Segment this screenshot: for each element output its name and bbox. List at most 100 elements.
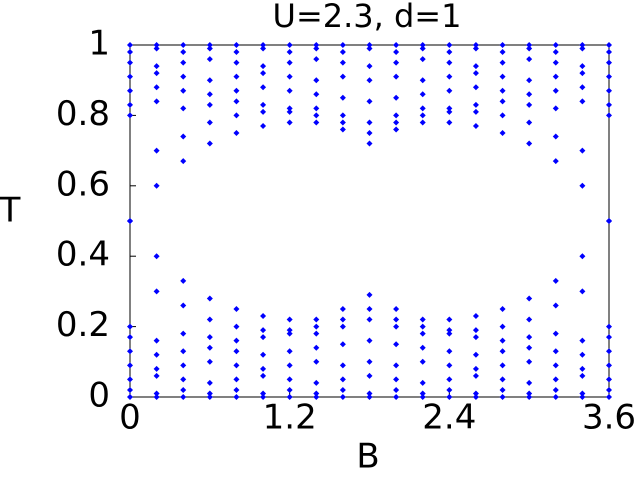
point <box>526 394 533 400</box>
point <box>393 341 400 348</box>
point <box>552 42 559 48</box>
point <box>313 45 320 52</box>
point <box>366 98 373 105</box>
point <box>499 98 506 105</box>
point <box>606 87 612 94</box>
point <box>472 122 479 129</box>
point <box>233 362 240 369</box>
point <box>339 376 346 383</box>
point <box>233 42 240 48</box>
point <box>499 337 506 344</box>
point <box>446 49 453 56</box>
point <box>419 56 426 63</box>
chart-title: U=2.3, d=1 <box>273 0 462 35</box>
point <box>180 133 187 140</box>
point <box>579 394 586 400</box>
point <box>446 362 453 369</box>
point <box>206 140 213 147</box>
point <box>127 376 133 383</box>
point <box>526 42 533 48</box>
point <box>526 140 533 147</box>
point <box>552 87 559 94</box>
point <box>606 49 612 56</box>
point <box>606 394 612 400</box>
point <box>499 362 506 369</box>
point <box>366 140 373 147</box>
point <box>180 277 187 284</box>
point <box>446 330 453 337</box>
point <box>472 108 479 115</box>
point <box>366 372 373 379</box>
point <box>366 42 373 48</box>
point <box>260 45 267 52</box>
point <box>419 330 426 337</box>
point <box>233 376 240 383</box>
point <box>552 302 559 309</box>
point <box>419 379 426 386</box>
point <box>313 56 320 63</box>
y-tick-label: 0 <box>88 376 110 416</box>
point <box>552 386 559 393</box>
point <box>127 42 133 48</box>
point <box>606 101 612 108</box>
point <box>233 73 240 80</box>
point <box>127 87 133 94</box>
point <box>286 108 293 115</box>
point <box>552 362 559 369</box>
point <box>446 376 453 383</box>
point <box>393 73 400 80</box>
point <box>526 101 533 108</box>
point <box>153 70 160 77</box>
point <box>526 390 533 397</box>
point <box>286 362 293 369</box>
point <box>526 334 533 341</box>
point <box>180 330 187 337</box>
point <box>260 327 267 334</box>
point <box>206 91 213 98</box>
point <box>180 87 187 94</box>
point <box>313 344 320 351</box>
point <box>233 394 240 400</box>
point <box>206 379 213 386</box>
point <box>286 316 293 323</box>
point <box>526 45 533 52</box>
point <box>472 70 479 77</box>
point <box>446 105 453 112</box>
point <box>180 386 187 393</box>
point <box>206 77 213 84</box>
point <box>206 358 213 365</box>
point <box>233 386 240 393</box>
point <box>127 334 133 341</box>
point <box>313 323 320 330</box>
point <box>180 42 187 48</box>
point <box>472 372 479 379</box>
point <box>153 337 160 344</box>
point <box>552 158 559 165</box>
point <box>127 386 133 393</box>
point <box>180 362 187 369</box>
point <box>579 63 586 70</box>
point <box>366 291 373 298</box>
point <box>260 122 267 129</box>
point <box>180 59 187 66</box>
point <box>153 42 160 48</box>
point <box>579 253 586 260</box>
point <box>313 379 320 386</box>
point <box>419 323 426 330</box>
point <box>472 334 479 341</box>
point <box>153 182 160 189</box>
point <box>286 330 293 337</box>
point <box>260 351 267 358</box>
point <box>526 56 533 63</box>
point <box>472 390 479 397</box>
point <box>393 126 400 133</box>
point <box>206 45 213 52</box>
point <box>127 348 133 355</box>
point <box>339 94 346 101</box>
point <box>472 101 479 108</box>
point <box>472 365 479 372</box>
point <box>579 84 586 91</box>
point <box>206 42 213 48</box>
point <box>206 56 213 63</box>
point <box>393 49 400 56</box>
